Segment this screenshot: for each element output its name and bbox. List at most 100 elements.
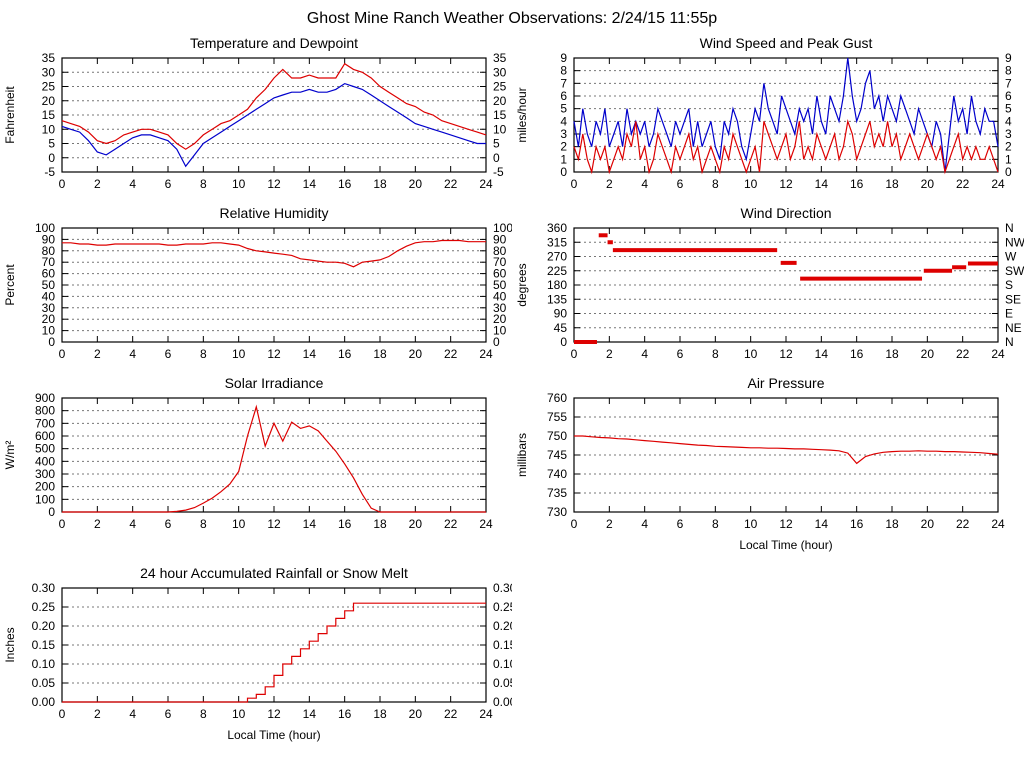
x-tick-label: 22: [956, 517, 970, 531]
y-tick-label: 0.00: [32, 695, 56, 709]
series-accumulated_rainfall: [62, 602, 486, 703]
humidity-plot-area: 0 0 10 10 20 20 30 30 40 40 50 50 60 60 70 70 80 80 90 90 10…: [0, 221, 513, 366]
y-tick-label-right: 7: [1005, 76, 1012, 90]
y-tick-label-right: 50: [493, 278, 507, 292]
series-air_pressure: [574, 435, 999, 465]
y-tick-label: 25: [42, 80, 56, 94]
y-tick-label-right: 30: [493, 301, 507, 315]
y-tick-label-right: 0: [493, 335, 500, 349]
chart-title-humidity: Relative Humidity: [219, 205, 329, 221]
y-tick-label: 15: [42, 108, 56, 122]
x-tick-label: 22: [956, 347, 970, 361]
x-tick-label: 20: [409, 347, 423, 361]
y-tick-label: 10: [42, 324, 56, 338]
y-tick-label: 1: [560, 152, 567, 166]
y-tick-label: 0: [560, 335, 567, 349]
y-tick-label: 0.20: [32, 619, 56, 633]
x-tick-label: 10: [744, 177, 758, 191]
y-tick-label: 8: [560, 64, 567, 78]
x-tick-label: 12: [779, 177, 793, 191]
y-tick-label: 9: [560, 52, 567, 65]
y-tick-label: 730: [547, 505, 567, 519]
y-tick-label: 10: [42, 122, 56, 136]
plot-frame: [61, 587, 487, 703]
x-tick-label: 2: [606, 517, 613, 531]
y-tick-label-right: 25: [493, 80, 507, 94]
chart-title-wind-direction: Wind Direction: [740, 205, 832, 221]
x-tick-label: 24: [991, 177, 1005, 191]
y-tick-label: 740: [547, 467, 567, 481]
y-tick-label: 20: [42, 94, 56, 108]
y-tick-label-right: 30: [493, 65, 507, 79]
y-tick-label-right: 100: [493, 222, 512, 235]
y-tick-label: 0.30: [32, 582, 56, 595]
x-tick-label: 6: [165, 177, 172, 191]
x-tick-label: 20: [921, 177, 935, 191]
x-tick-label: 12: [267, 177, 281, 191]
y-tick-label-right: 20: [493, 312, 507, 326]
y-tick-label-right: 0: [493, 151, 500, 165]
x-tick-label: 20: [409, 707, 423, 721]
x-tick-label: 20: [409, 177, 423, 191]
pressure-plot-area: 730 735 740 745 750 755 760 0 2 4 6 8 10 12 14 16 18 20 22…: [512, 391, 1024, 556]
y-tick-label-right: SE: [1005, 292, 1021, 306]
x-tick-label: 16: [850, 177, 864, 191]
y-tick-label: 100: [35, 222, 55, 235]
y-tick-label: 7: [560, 76, 567, 90]
x-tick-label: 10: [232, 177, 246, 191]
x-tick-label: 6: [677, 347, 684, 361]
x-tick-label: 24: [991, 347, 1005, 361]
page-title: Ghost Mine Ranch Weather Observations: 2…: [306, 10, 718, 27]
x-tick-label: 10: [232, 707, 246, 721]
x-tick-label: 14: [815, 517, 829, 531]
y-tick-label: 500: [35, 442, 55, 456]
x-tick-label: 22: [444, 347, 458, 361]
x-tick-label: 18: [885, 517, 899, 531]
series-relative_humidity: [62, 239, 486, 268]
y-tick-label-right: 10: [493, 324, 507, 338]
x-tick-label: 0: [59, 517, 66, 531]
y-tick-label: 800: [35, 404, 55, 418]
x-tick-label: 6: [165, 347, 172, 361]
y-tick-label: 5: [560, 102, 567, 116]
y-tick-label: 0.10: [32, 657, 56, 671]
x-tick-label: 14: [303, 347, 317, 361]
y-tick-label-right: 0.25: [493, 600, 512, 614]
x-tick-label: 4: [641, 347, 648, 361]
x-tick-label: 0: [59, 707, 66, 721]
x-tick-label: 2: [94, 177, 101, 191]
rainfall-plot-area: 0.00 0.00 0.05 0.05 0.10 0.10 0.15 0.15 0.20 0.20…: [0, 581, 517, 746]
y-tick-label-right: NW: [1005, 235, 1024, 249]
x-axis-label: Local Time (hour): [227, 728, 320, 742]
y-tick-label: 400: [35, 454, 55, 468]
x-tick-label: 20: [409, 517, 423, 531]
y-tick-label-right: 9: [1005, 52, 1012, 65]
y-tick-label-right: 35: [493, 52, 507, 65]
x-tick-label: 16: [338, 177, 352, 191]
x-tick-label: 12: [267, 517, 281, 531]
x-tick-label: 10: [744, 347, 758, 361]
y-tick-label: 180: [547, 278, 567, 292]
y-tick-label: 600: [35, 429, 55, 443]
y-tick-label-right: N: [1005, 222, 1014, 235]
x-axis-label: Local Time (hour): [739, 538, 832, 552]
x-tick-label: 6: [165, 517, 172, 531]
rainfall-chart-svg: 0.00 0.00 0.05 0.05 0.10 0.10 0.15 0.15 0.20 0.20…: [3, 581, 517, 742]
x-tick-label: 2: [94, 347, 101, 361]
y-tick-label: 700: [35, 416, 55, 430]
x-tick-label: 16: [338, 347, 352, 361]
x-tick-label: 14: [815, 347, 829, 361]
y-tick-label: 35: [42, 52, 56, 65]
y-tick-label: 3: [560, 127, 567, 141]
y-axis-label: Percent: [3, 264, 17, 306]
x-tick-label: 8: [712, 177, 719, 191]
x-tick-label: 4: [129, 517, 136, 531]
x-tick-label: 18: [373, 347, 387, 361]
x-tick-label: 16: [338, 707, 352, 721]
y-tick-label: 6: [560, 89, 567, 103]
y-tick-label: 755: [547, 410, 567, 424]
y-tick-label-right: 0: [1005, 165, 1012, 179]
y-tick-label: 760: [547, 392, 567, 405]
